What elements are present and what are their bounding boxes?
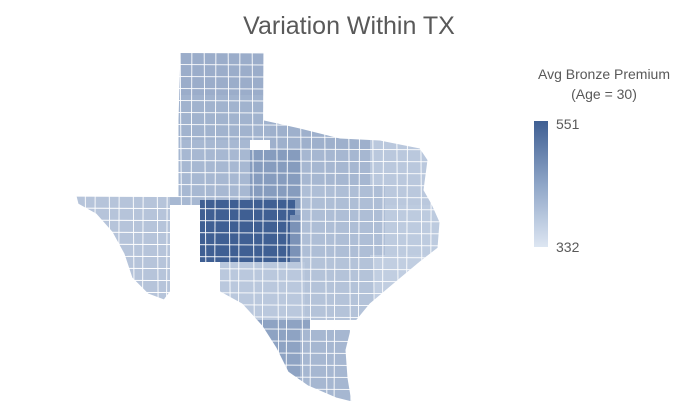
legend-title: Avg Bronze Premium (Age = 30) [514, 64, 694, 104]
county-border [454, 30, 456, 415]
county-border [76, 387, 440, 391]
county-border [70, 30, 72, 415]
county-border [76, 339, 440, 343]
county-border [76, 207, 440, 211]
county-border [60, 30, 63, 415]
county-border [76, 243, 440, 247]
county-border [76, 375, 440, 379]
county-border [444, 30, 447, 415]
region-panhandle-south [170, 95, 270, 140]
chart-title: Variation Within TX [243, 12, 455, 40]
region-panhandle-north [170, 52, 270, 95]
region-central [300, 185, 385, 260]
county-border [93, 52, 97, 402]
legend-max-label: 551 [556, 116, 580, 132]
county-border [76, 231, 440, 235]
county-border [76, 327, 440, 331]
county-border [50, 412, 470, 414]
legend-min-label: 332 [556, 239, 580, 255]
county-border [76, 363, 440, 367]
county-border [76, 219, 440, 223]
county-border [76, 399, 440, 402]
legend-color-scale [534, 121, 548, 247]
legend-title-line1: Avg Bronze Premium [537, 66, 670, 82]
legend-title-line2: (Age = 30) [571, 86, 637, 102]
county-border [50, 40, 470, 42]
county-border [76, 351, 440, 355]
state-outline [75, 51, 441, 403]
region-south-central [300, 258, 375, 320]
region-houston-gulf [370, 255, 440, 330]
county-border [83, 52, 88, 402]
region-edwards-plateau [200, 200, 295, 262]
